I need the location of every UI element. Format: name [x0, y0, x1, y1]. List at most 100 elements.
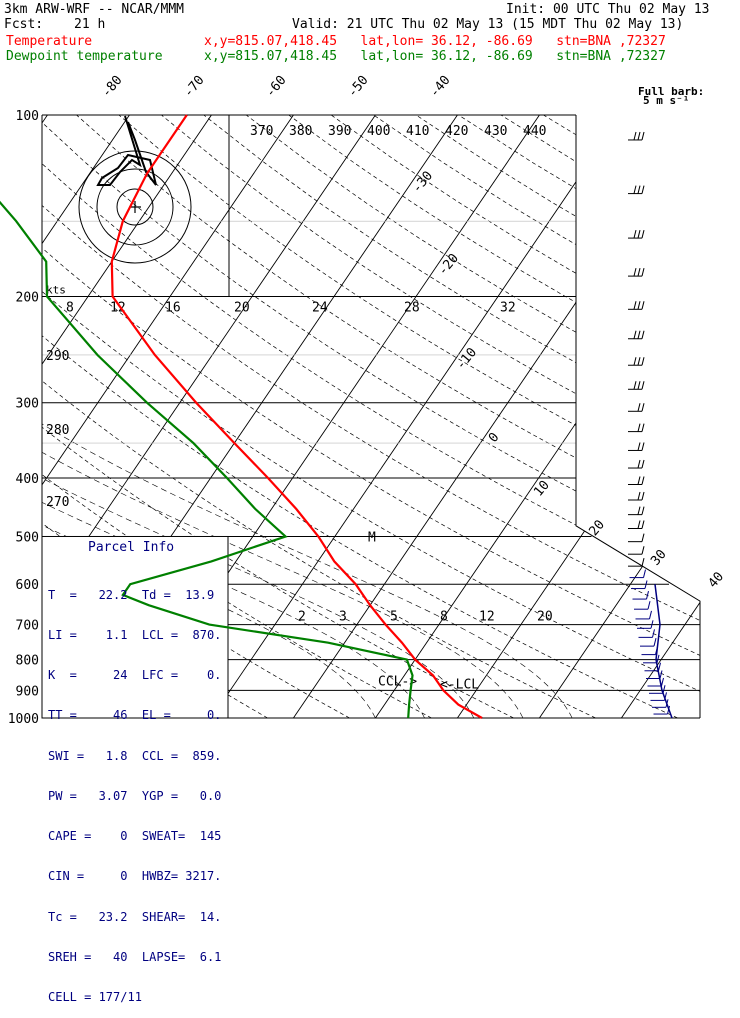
temperature-tick-label: 20 — [586, 517, 608, 539]
wind-barb-flag — [642, 424, 644, 432]
wind-barb-flag — [638, 460, 640, 468]
dry-adiabat-line — [459, 115, 740, 718]
wind-barb-flag — [642, 301, 644, 309]
wind-barb — [634, 601, 650, 609]
parcel-row: K = 24 LFC = 0. — [48, 669, 226, 682]
wind-barb — [628, 301, 644, 309]
wind-barb — [640, 638, 656, 646]
wind-barb-flag — [642, 546, 644, 554]
wind-barb — [628, 492, 644, 500]
wind-barb-flag — [634, 331, 636, 339]
wind-barb-flag — [642, 230, 644, 238]
isotherm-line — [293, 115, 703, 718]
wind-barb-flag — [650, 611, 652, 619]
wind-barb — [628, 507, 644, 515]
wind-barb-flag — [642, 492, 644, 500]
temperature-tick-label: 10 — [531, 478, 553, 500]
parcel-info-title: Parcel Info — [88, 540, 174, 555]
lfc-marker: M — [368, 530, 376, 545]
dry-adiabat-line — [289, 115, 740, 718]
mixing-ratio-label: 24 — [312, 301, 328, 316]
temperature-tick-label: 40 — [706, 569, 728, 591]
mixing-ratio-label: 20 — [537, 610, 553, 625]
pressure-tick-label: 100 — [16, 109, 39, 124]
temperature-tick-label: -80 — [99, 73, 126, 101]
right-frame — [576, 115, 700, 718]
dry-adiabat-line — [374, 115, 740, 718]
isotherm-line — [375, 115, 740, 718]
temperature-tick-label: -70 — [181, 73, 208, 101]
dry-adiabat-line — [671, 115, 740, 718]
wind-barb-flag — [638, 507, 640, 515]
wind-barb-flag — [659, 663, 661, 671]
wind-barb — [628, 132, 644, 140]
parcel-row: LI = 1.1 LCL = 870. — [48, 629, 226, 642]
theta-e-label: 410 — [406, 124, 429, 139]
parcel-row: CAPE = 0 SWEAT= 145 — [48, 830, 226, 843]
theta-label: 290 — [46, 349, 69, 364]
mixing-ratio-label: 28 — [404, 301, 420, 316]
wind-barb-flag — [662, 678, 664, 686]
wind-barb-flag — [642, 521, 644, 529]
pressure-tick-label: 700 — [16, 619, 39, 634]
wind-barb-flag — [634, 132, 636, 140]
pressure-tick-label: 300 — [16, 397, 39, 412]
mixing-ratio-label: 2 — [298, 610, 306, 625]
theta-e-label: 420 — [445, 124, 468, 139]
dry-adiabat-line — [543, 115, 740, 718]
theta-e-label: 370 — [250, 124, 273, 139]
theta-e-label: 380 — [289, 124, 312, 139]
wind-barb-flag — [634, 301, 636, 309]
wind-barb — [628, 460, 644, 468]
wind-barb-flag — [642, 132, 644, 140]
pressure-tick-label: 600 — [16, 578, 39, 593]
mixing-ratio-label: 32 — [500, 301, 516, 316]
isotherm-line — [539, 115, 740, 718]
wind-barb-flag — [638, 186, 640, 194]
wind-barb-flag — [634, 186, 636, 194]
temperature-tick-label: -10 — [453, 345, 480, 373]
pressure-tick-label: 500 — [16, 530, 39, 545]
mixing-ratio-label: 16 — [165, 301, 181, 316]
pressure-tick-label: 400 — [16, 472, 39, 487]
temperature-tick-label: -20 — [435, 251, 462, 279]
wind-barb-flag — [642, 460, 644, 468]
theta-e-label: 430 — [484, 124, 507, 139]
wind-barb-flag — [638, 301, 640, 309]
theta-e-label: 400 — [367, 124, 390, 139]
mixing-ratio-label: 20 — [234, 301, 250, 316]
wind-barb — [628, 331, 644, 339]
wind-barb-flag — [642, 268, 644, 276]
wind-barb-flag — [644, 570, 646, 578]
wind-barb-flag — [634, 381, 636, 389]
temperature-tick-label: -50 — [345, 73, 372, 101]
wind-barb — [642, 647, 658, 655]
wind-barb-flag — [638, 268, 640, 276]
wind-barb — [628, 546, 644, 554]
wind-barb-flag — [660, 671, 662, 679]
wind-barb — [628, 521, 644, 529]
wind-barb — [628, 268, 644, 276]
wind-barb — [628, 230, 644, 238]
wind-barb-flag — [642, 534, 644, 542]
mixing-ratio-label: 3 — [339, 610, 347, 625]
wind-barb — [628, 381, 644, 389]
wind-barb — [628, 403, 644, 411]
temperature-tick-label: -60 — [263, 73, 290, 101]
wind-barb — [636, 611, 652, 619]
wind-barb-flag — [654, 638, 656, 646]
parcel-info-box: T = 22.2 Td = 13.9 LI = 1.1 LCL = 870. K… — [48, 562, 226, 1018]
pressure-tick-label: 900 — [16, 684, 39, 699]
wind-barb-flag — [642, 381, 644, 389]
wind-barb-flag — [638, 403, 640, 411]
dry-adiabat-line — [501, 115, 740, 718]
pressure-tick-label: 800 — [16, 654, 39, 669]
wind-barb-flag — [638, 424, 640, 432]
wind-barb-flag — [657, 655, 659, 663]
wind-barb-flag — [638, 331, 640, 339]
parcel-row: TT = 46 EL = 0. — [48, 709, 226, 722]
parcel-row: SREH = 40 LAPSE= 6.1 — [48, 951, 226, 964]
mixing-ratio-label: 8 — [440, 610, 448, 625]
wind-barb-flag — [642, 442, 644, 450]
wind-barb-flag — [642, 558, 644, 566]
